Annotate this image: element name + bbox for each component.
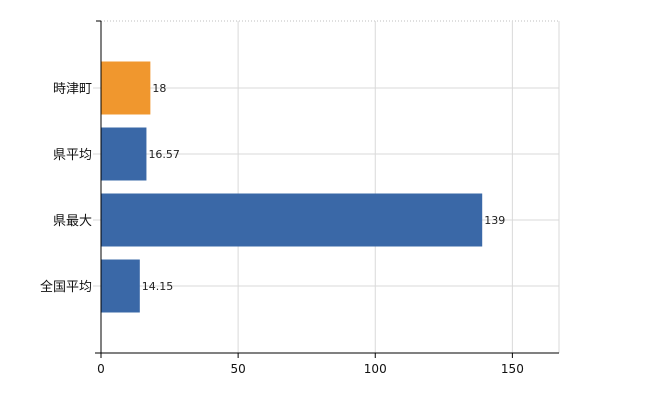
value-label-3: 14.15	[142, 280, 174, 293]
gridlines	[93, 20, 560, 353]
x-tick-label-1: 50	[230, 362, 245, 376]
bar-3	[101, 259, 140, 313]
bar-2	[101, 193, 483, 247]
bar-1	[101, 127, 147, 181]
category-label-3: 全国平均	[40, 279, 92, 295]
value-label-2: 139	[484, 214, 505, 227]
value-label-1: 16.57	[148, 148, 180, 161]
x-tick-label-2: 100	[364, 362, 387, 376]
bars	[101, 61, 483, 313]
x-tick-label-3: 150	[501, 362, 524, 376]
axes	[95, 21, 559, 354]
value-label-0: 18	[152, 82, 166, 95]
bar-0	[101, 61, 151, 115]
category-label-2: 県最大	[53, 214, 92, 229]
category-label-1: 県平均	[53, 148, 92, 163]
category-label-0: 時津町	[53, 82, 92, 97]
labels: 18 時津町 16.57 県平均 139 県最大 14.15 全国平均 0 50 100 150	[40, 20, 524, 376]
x-tick-label-0: 0	[97, 362, 105, 376]
